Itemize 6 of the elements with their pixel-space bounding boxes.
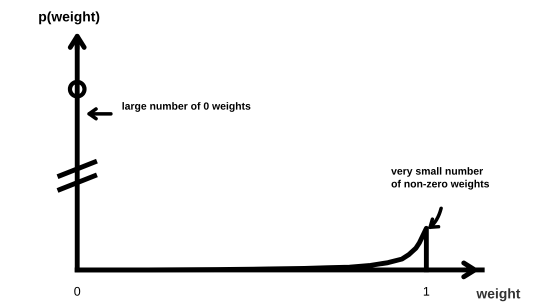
annotation: very small number of non-zero weights [391, 167, 490, 190]
y-axis-title: p(weight) [39, 11, 100, 24]
x-tick-label: 1 [424, 287, 430, 296]
x-axis-title: weight [476, 288, 520, 302]
x-tick-label: 0 [74, 286, 80, 296]
annotation: large number of 0 weights [122, 102, 250, 112]
